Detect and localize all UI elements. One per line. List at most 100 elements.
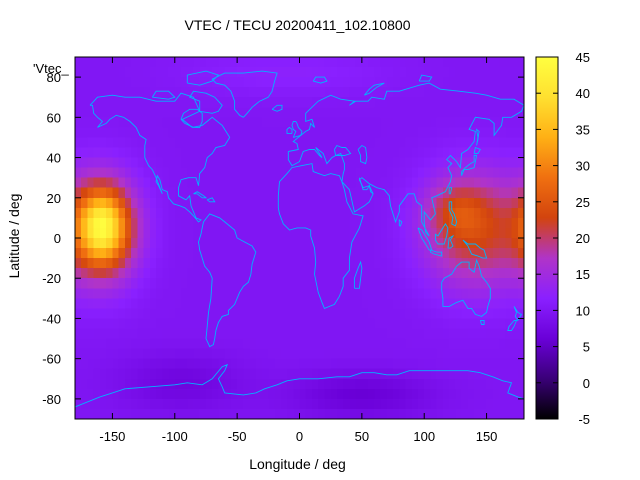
philippines-coast [448, 201, 458, 227]
heatmap-cell [262, 348, 269, 360]
heatmap-cell [318, 107, 326, 118]
heatmap-cell [293, 308, 301, 320]
heatmap-cell [193, 408, 201, 420]
heatmap-cell [361, 187, 369, 199]
heatmap-cell [243, 298, 251, 309]
heatmap-cell [417, 288, 425, 299]
heatmap-cell [442, 318, 450, 330]
coastlines [74, 70, 525, 408]
heatmap-cell [449, 57, 457, 68]
heatmap-cell [262, 157, 269, 169]
heatmap-cell [393, 238, 400, 249]
heatmap-cell [81, 318, 89, 330]
heatmap-cell [131, 258, 138, 269]
heatmap-cell [137, 177, 145, 189]
heatmap-cell [205, 348, 213, 360]
heatmap-cell [430, 57, 438, 68]
heatmap-cell [393, 157, 400, 169]
heatmap-cell [230, 398, 238, 410]
heatmap-cell [187, 97, 195, 108]
heatmap-cell [237, 338, 244, 350]
heatmap-cell [212, 227, 220, 239]
heatmap-cell [280, 107, 288, 118]
heatmap-cell [75, 187, 82, 199]
heatmap-cell [405, 187, 413, 199]
heatmap-cell [212, 238, 220, 249]
heatmap-cell [361, 358, 369, 370]
heatmap-cell [424, 298, 432, 309]
heatmap-cell [293, 268, 301, 279]
heatmap-cell [305, 408, 313, 420]
heatmap-cell [212, 157, 220, 169]
heatmap-cell [480, 107, 488, 118]
heatmap-cell [405, 207, 413, 219]
heatmap-cell [230, 177, 238, 189]
heatmap-cell [224, 67, 232, 78]
heatmap-cell [449, 167, 457, 179]
heatmap-cell [124, 77, 132, 88]
heatmap-cell [393, 177, 400, 189]
heatmap-cell [174, 338, 182, 350]
heatmap-cell [81, 217, 89, 229]
heatmap-cell [455, 388, 463, 400]
heatmap-cell [499, 167, 506, 179]
heatmap-cell [156, 187, 163, 199]
heatmap-cell [467, 67, 475, 78]
heatmap-cell [243, 227, 251, 239]
heatmap-cell [293, 288, 301, 299]
heatmap-cell [336, 187, 344, 199]
heatmap-cell [224, 328, 232, 340]
heatmap-cell [380, 127, 388, 139]
heatmap-cell [330, 97, 338, 108]
heatmap-cell [156, 57, 163, 68]
heatmap-cell [499, 117, 506, 128]
heatmap-cell [405, 288, 413, 299]
heatmap-cell [112, 388, 120, 400]
heatmap-cell [311, 268, 319, 279]
heatmap-cell [355, 197, 363, 209]
heatmap-cell [386, 77, 394, 88]
heatmap-cell [168, 107, 176, 118]
heatmap-cell [486, 328, 494, 340]
heatmap-cell [143, 127, 151, 139]
heatmap-cell [405, 298, 413, 309]
heatmap-cell [287, 298, 294, 309]
heatmap-cell [237, 157, 244, 169]
heatmap-cell [237, 378, 244, 390]
heatmap-cell [168, 67, 176, 78]
heatmap-cell [81, 238, 89, 249]
heatmap-cell [424, 187, 432, 199]
heatmap-cell [249, 388, 257, 400]
heatmap-cell [368, 137, 375, 149]
heatmap-cell [368, 217, 375, 229]
heatmap-cell [511, 197, 519, 209]
heatmap-cell [511, 278, 519, 289]
heatmap-cell [243, 77, 251, 88]
heatmap-cell [149, 147, 157, 159]
heatmap-cell [467, 328, 475, 340]
heatmap-cell [131, 187, 138, 199]
heatmap-cell [224, 298, 232, 309]
heatmap-cell [492, 157, 500, 169]
heatmap-cell [174, 197, 182, 209]
heatmap-cell [174, 107, 182, 118]
heatmap-cell [486, 348, 494, 360]
heatmap-cell [280, 167, 288, 179]
heatmap-cell [386, 137, 394, 149]
heatmap-cell [405, 147, 413, 159]
heatmap-cell [305, 217, 313, 229]
heatmap-cell [380, 107, 388, 118]
heatmap-cell [149, 117, 157, 128]
heatmap-cell [511, 328, 519, 340]
heatmap-cell [268, 177, 276, 189]
heatmap-cell [386, 217, 394, 229]
heatmap-cell [87, 248, 95, 259]
heatmap-cell [299, 177, 307, 189]
heatmap-cell [368, 77, 375, 88]
heatmap-cell [517, 107, 525, 118]
heatmap-cell [442, 268, 450, 279]
heatmap-cell [318, 298, 326, 309]
heatmap-cell [486, 248, 494, 259]
heatmap-cell [268, 378, 276, 390]
heatmap-cell [492, 348, 500, 360]
